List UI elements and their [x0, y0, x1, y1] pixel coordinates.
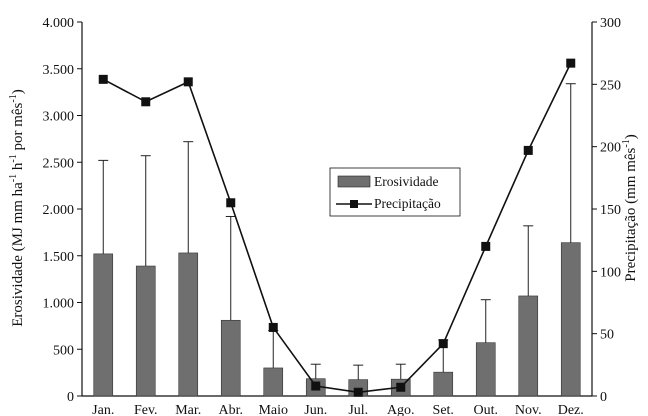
y-right-tick-label: 0: [600, 390, 607, 405]
tick-labels: 0 500 1.000 1.500 2.000 2.500 3.000 3.500 4.000 0…: [43, 16, 622, 416]
y-right-tick-label: 250: [600, 78, 621, 93]
precipitation-marker: [268, 322, 278, 332]
precipitation-marker: [98, 74, 108, 84]
y-left-tick-label: 1.500: [43, 250, 75, 265]
y-left-tick-label: 0: [67, 390, 74, 405]
x-category-label: Jul.: [348, 403, 368, 416]
legend-marker-swatch: [350, 200, 358, 208]
bar-erosividade: [220, 319, 241, 397]
bar-erosividade: [433, 371, 454, 397]
legend: Erosividade Precipitação: [329, 167, 461, 217]
error-bars: [98, 83, 576, 395]
precipitation-marker: [311, 381, 321, 391]
x-category-label: Set.: [433, 403, 454, 416]
precipitation-marker: [141, 97, 151, 107]
x-category-label: Jun.: [304, 403, 327, 416]
bar-erosividade: [475, 342, 496, 397]
x-category-label: Nov.: [515, 403, 542, 416]
y-left-tick-label: 2.000: [43, 203, 75, 218]
y-left-tick-label: 3.000: [43, 110, 75, 125]
precipitation-polyline: [102, 62, 572, 394]
y-left-tick-label: 1.000: [43, 297, 75, 312]
bar-erosividade: [135, 265, 156, 397]
x-category-label: Ago.: [387, 403, 415, 416]
precipitation-marker: [566, 58, 576, 68]
y-axis-left-title: Erosividade (MJ mm ha-1 h-1 por mês-1): [8, 89, 26, 327]
y-right-tick-label: 100: [600, 265, 621, 280]
legend-bar-swatch: [337, 175, 371, 188]
y-left-tick-label: 500: [53, 343, 74, 358]
x-category-label: Maio: [258, 403, 288, 416]
y-right-tick-label: 150: [600, 203, 621, 218]
bar-erosividade: [178, 252, 199, 397]
legend-label-precipitacao: Precipitação: [374, 196, 441, 211]
bar-erosividade: [93, 253, 114, 397]
y-left-tick-label: 3.500: [43, 63, 75, 78]
x-category-label: Mar.: [175, 403, 201, 416]
bar-erosividade: [263, 367, 284, 397]
bars: [93, 242, 581, 397]
bar-erosividade: [518, 295, 539, 397]
y-right-tick-label: 200: [600, 141, 621, 156]
precipitation-marker: [523, 145, 533, 155]
precipitation-marker: [226, 198, 236, 208]
precipitation-marker: [438, 339, 448, 349]
axes: [77, 21, 597, 397]
x-category-label: Fev.: [134, 403, 158, 416]
x-category-label: Dez.: [558, 403, 584, 416]
precipitation-line: [98, 58, 576, 397]
y-right-tick-label: 300: [600, 16, 621, 31]
y-left-tick-label: 2.500: [43, 156, 75, 171]
y-axis-right-title: Precipitação (mm mês-1): [621, 134, 639, 281]
precipitation-marker: [353, 387, 363, 397]
x-category-label: Abr.: [219, 403, 244, 416]
legend-label-erosividade: Erosividade: [374, 174, 438, 189]
y-left-tick-label: 4.000: [43, 16, 75, 31]
precipitation-marker: [396, 382, 406, 392]
precipitation-marker: [481, 241, 491, 251]
y-right-tick-label: 50: [600, 328, 614, 343]
precipitation-marker: [183, 77, 193, 87]
x-category-label: Jan.: [92, 403, 114, 416]
x-category-label: Out.: [474, 403, 499, 416]
bar-erosividade: [560, 242, 581, 397]
